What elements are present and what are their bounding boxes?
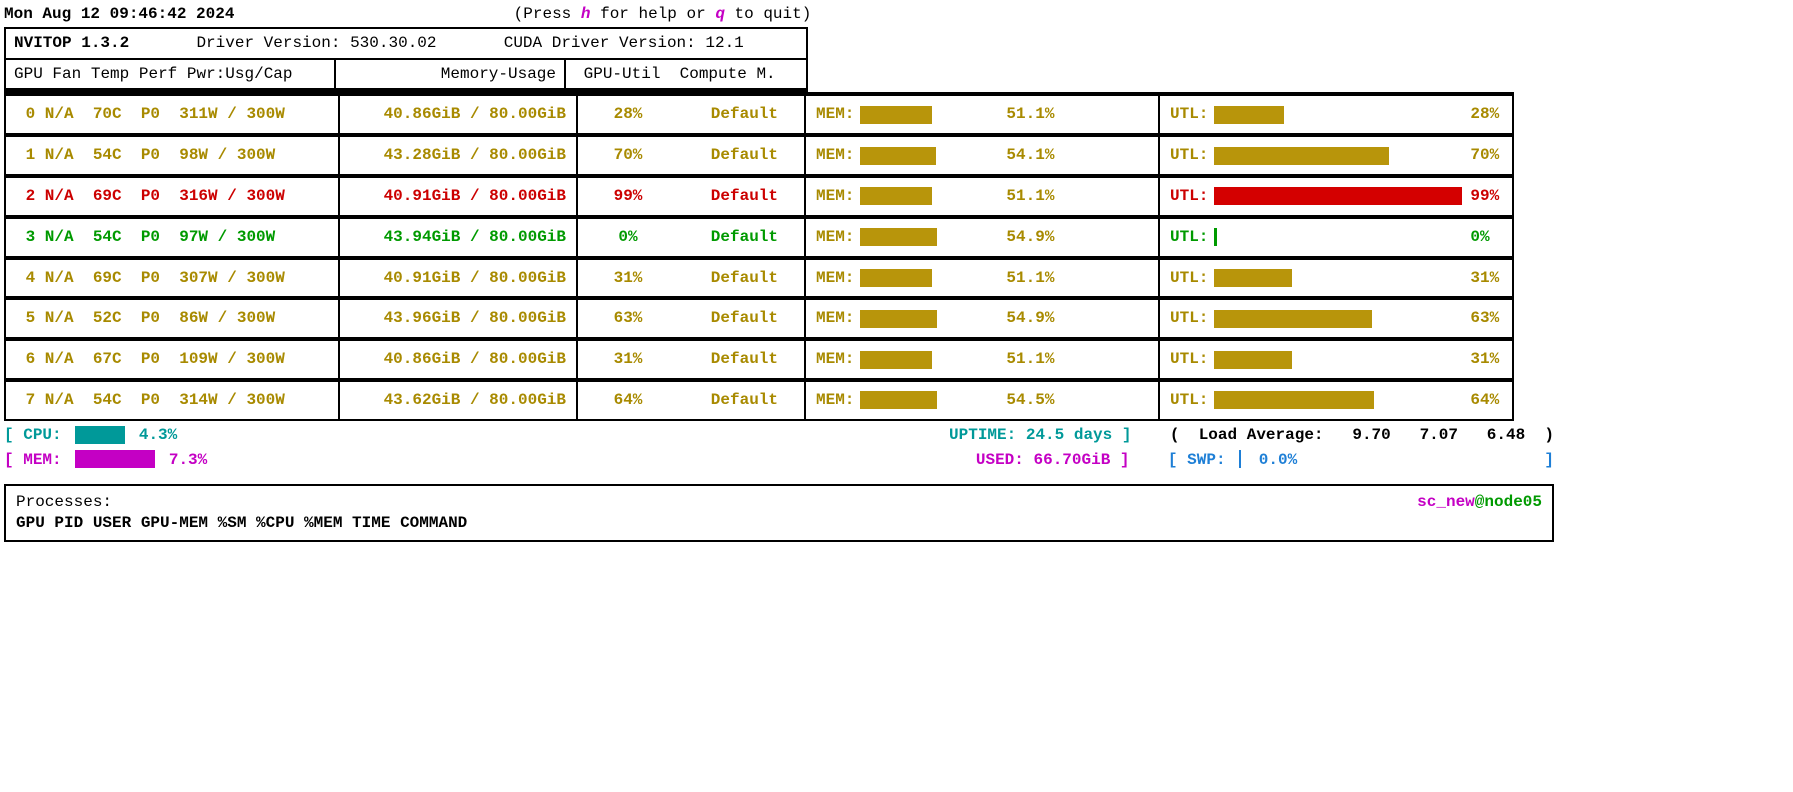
gpu-utl-bar-cell: UTL: 0% xyxy=(1160,217,1514,258)
gpu-util: 31%Default xyxy=(578,258,806,299)
gpu-mem-bar-cell: MEM: 51.1% xyxy=(806,339,1160,380)
mem-usage-bar xyxy=(860,147,1000,165)
gpu-utl-bar-cell: UTL: 28% xyxy=(1160,92,1514,135)
utl-usage-bar xyxy=(1214,351,1464,369)
utl-usage-bar xyxy=(1214,106,1464,124)
gpu-utl-bar-cell: UTL: 64% xyxy=(1160,380,1514,421)
gpu-util: 0%Default xyxy=(578,217,806,258)
gpu-mem-bar-cell: MEM: 54.1% xyxy=(806,135,1160,176)
gpu-utl-bar-cell: UTL: 31% xyxy=(1160,339,1514,380)
gpu-mem-usage: 40.86GiB / 80.00GiB xyxy=(340,92,578,135)
gpu-util: 63%Default xyxy=(578,298,806,339)
mem-usage-bar xyxy=(860,391,1000,409)
gpu-mem-bar-cell: MEM: 51.1% xyxy=(806,92,1160,135)
gpu-table: 0 N/A 70C P0 311W / 300W 40.86GiB / 80.0… xyxy=(4,92,1789,420)
header-box: NVITOP 1.3.2 Driver Version: 530.30.02 C… xyxy=(4,27,808,93)
gpu-utl-bar-cell: UTL: 63% xyxy=(1160,298,1514,339)
gpu-util: 64%Default xyxy=(578,380,806,421)
gpu-mem-usage: 40.86GiB / 80.00GiB xyxy=(340,339,578,380)
gpu-row: 3 N/A 54C P0 97W / 300W 43.94GiB / 80.00… xyxy=(4,217,1789,258)
swp-bar xyxy=(1239,450,1245,468)
gpu-row: 1 N/A 54C P0 98W / 300W 43.28GiB / 80.00… xyxy=(4,135,1789,176)
timestamp: Mon Aug 12 09:46:42 2024 xyxy=(4,5,234,23)
gpu-mem-usage: 40.91GiB / 80.00GiB xyxy=(340,258,578,299)
gpu-mem-bar-cell: MEM: 54.9% xyxy=(806,217,1160,258)
gpu-stats: 2 N/A 69C P0 316W / 300W xyxy=(4,176,340,217)
mem-usage-bar xyxy=(860,310,1000,328)
help-hint: (Press h for help or q to quit) xyxy=(514,5,812,23)
uptime-load: UPTIME: 24.5 days ] ( Load Average: 9.70… xyxy=(949,425,1554,446)
gpu-util: 99%Default xyxy=(578,176,806,217)
gpu-util: 28%Default xyxy=(578,92,806,135)
col-headers-2: Memory-Usage xyxy=(336,60,566,89)
gpu-mem-usage: 43.62GiB / 80.00GiB xyxy=(340,380,578,421)
utl-usage-bar xyxy=(1214,391,1464,409)
utl-usage-bar xyxy=(1214,310,1464,328)
mem-usage-bar xyxy=(860,228,1000,246)
gpu-mem-bar-cell: MEM: 51.1% xyxy=(806,176,1160,217)
utl-usage-bar xyxy=(1214,269,1464,287)
gpu-row: 5 N/A 52C P0 86W / 300W 43.96GiB / 80.00… xyxy=(4,298,1789,339)
gpu-mem-usage: 40.91GiB / 80.00GiB xyxy=(340,176,578,217)
processes-box: Processes: sc_new@node05 GPU PID USER GP… xyxy=(4,484,1554,542)
gpu-stats: 7 N/A 54C P0 314W / 300W xyxy=(4,380,340,421)
mem-usage-bar xyxy=(860,106,1000,124)
processes-title: Processes: xyxy=(16,492,112,513)
gpu-mem-bar-cell: MEM: 54.5% xyxy=(806,380,1160,421)
col-headers-1: GPU Fan Temp Perf Pwr:Usg/Cap xyxy=(6,60,336,89)
gpu-util: 31%Default xyxy=(578,339,806,380)
user-host: sc_new@node05 xyxy=(1417,492,1542,513)
utl-usage-bar xyxy=(1214,187,1464,205)
gpu-stats: 1 N/A 54C P0 98W / 300W xyxy=(4,135,340,176)
cpu-bar xyxy=(75,426,125,444)
col-headers-3: GPU-Util Compute M. xyxy=(566,60,794,89)
gpu-stats: 6 N/A 67C P0 109W / 300W xyxy=(4,339,340,380)
gpu-mem-bar-cell: MEM: 54.9% xyxy=(806,298,1160,339)
gpu-utl-bar-cell: UTL: 99% xyxy=(1160,176,1514,217)
cpu-meter: [ CPU: 4.3% xyxy=(4,425,177,446)
help-key-q: q xyxy=(715,5,725,23)
gpu-mem-bar-cell: MEM: 51.1% xyxy=(806,258,1160,299)
app-info: NVITOP 1.3.2 Driver Version: 530.30.02 C… xyxy=(6,29,806,58)
gpu-mem-usage: 43.96GiB / 80.00GiB xyxy=(340,298,578,339)
gpu-utl-bar-cell: UTL: 70% xyxy=(1160,135,1514,176)
gpu-mem-usage: 43.28GiB / 80.00GiB xyxy=(340,135,578,176)
mem-usage-bar xyxy=(860,187,1000,205)
gpu-stats: 3 N/A 54C P0 97W / 300W xyxy=(4,217,340,258)
used-swp: USED: 66.70GiB ] [ SWP: 0.0% ] xyxy=(976,450,1554,471)
gpu-stats: 4 N/A 69C P0 307W / 300W xyxy=(4,258,340,299)
gpu-utl-bar-cell: UTL: 31% xyxy=(1160,258,1514,299)
processes-columns: GPU PID USER GPU-MEM %SM %CPU %MEM TIME … xyxy=(16,513,1542,534)
gpu-row: 6 N/A 67C P0 109W / 300W 40.86GiB / 80.0… xyxy=(4,339,1789,380)
gpu-row: 0 N/A 70C P0 311W / 300W 40.86GiB / 80.0… xyxy=(4,92,1789,135)
mem-usage-bar xyxy=(860,269,1000,287)
gpu-row: 7 N/A 54C P0 314W / 300W 43.62GiB / 80.0… xyxy=(4,380,1789,421)
gpu-mem-usage: 43.94GiB / 80.00GiB xyxy=(340,217,578,258)
status-line: Mon Aug 12 09:46:42 2024 (Press h for he… xyxy=(4,4,1789,25)
gpu-stats: 5 N/A 52C P0 86W / 300W xyxy=(4,298,340,339)
sys-row-1: [ CPU: 4.3% UPTIME: 24.5 days ] ( Load A… xyxy=(4,425,1554,446)
gpu-row: 4 N/A 69C P0 307W / 300W 40.91GiB / 80.0… xyxy=(4,258,1789,299)
mem-usage-bar xyxy=(860,351,1000,369)
gpu-util: 70%Default xyxy=(578,135,806,176)
utl-usage-bar xyxy=(1214,228,1464,246)
gpu-row: 2 N/A 69C P0 316W / 300W 40.91GiB / 80.0… xyxy=(4,176,1789,217)
mem-bar xyxy=(75,450,155,468)
sys-row-2: [ MEM: 7.3% USED: 66.70GiB ] [ SWP: 0.0%… xyxy=(4,450,1554,471)
gpu-stats: 0 N/A 70C P0 311W / 300W xyxy=(4,92,340,135)
mem-meter: [ MEM: 7.3% xyxy=(4,450,207,471)
utl-usage-bar xyxy=(1214,147,1464,165)
